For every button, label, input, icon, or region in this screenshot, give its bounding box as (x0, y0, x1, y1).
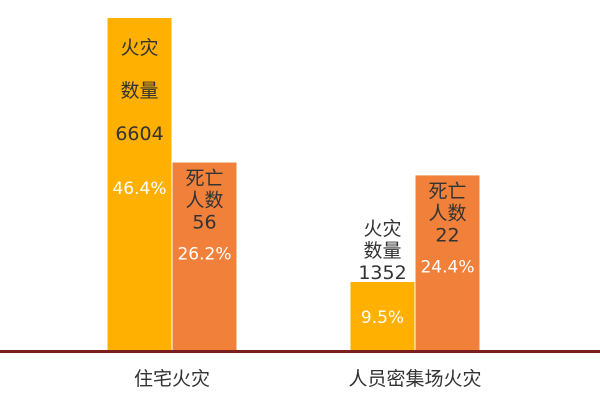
bar-deaths-1 (415, 175, 480, 350)
value-label-fires-0-line-0: 火灾 (120, 37, 158, 59)
value-label-fires-0-line-1: 数量 (120, 80, 158, 102)
percent-label-fires-0: 46.4% (112, 179, 166, 199)
bar-fires-0 (107, 18, 172, 350)
value-label-deaths-0-line-2: 56 (192, 212, 216, 234)
bars-group (107, 18, 480, 350)
value-label-deaths-1-line-1: 人数 (428, 202, 466, 224)
percent-label-deaths-0: 26.2% (177, 245, 231, 265)
value-label-fires-1-line-0: 火灾 (363, 218, 401, 240)
x-tick-label-1: 人员密集场火灾 (348, 368, 481, 390)
percent-label-fires-1: 9.5% (361, 308, 404, 328)
bar-fires-1 (350, 282, 415, 350)
value-label-deaths-1-line-0: 死亡 (428, 180, 466, 202)
value-label-fires-1-line-2: 1352 (358, 262, 406, 284)
bar-deaths-0 (172, 162, 237, 350)
value-label-deaths-0-line-0: 死亡 (185, 168, 223, 190)
value-label-deaths-0-line-1: 人数 (185, 190, 223, 212)
value-label-fires-0-line-2: 6604 (115, 123, 163, 145)
x-tick-label-0: 住宅火灾 (134, 368, 210, 390)
value-label-deaths-1-line-2: 22 (435, 224, 459, 246)
percent-label-deaths-1: 24.4% (420, 257, 474, 277)
value-label-fires-1-line-1: 数量 (363, 240, 401, 262)
x-axis-ticks: 住宅火灾 人员密集场火灾 (134, 368, 482, 390)
